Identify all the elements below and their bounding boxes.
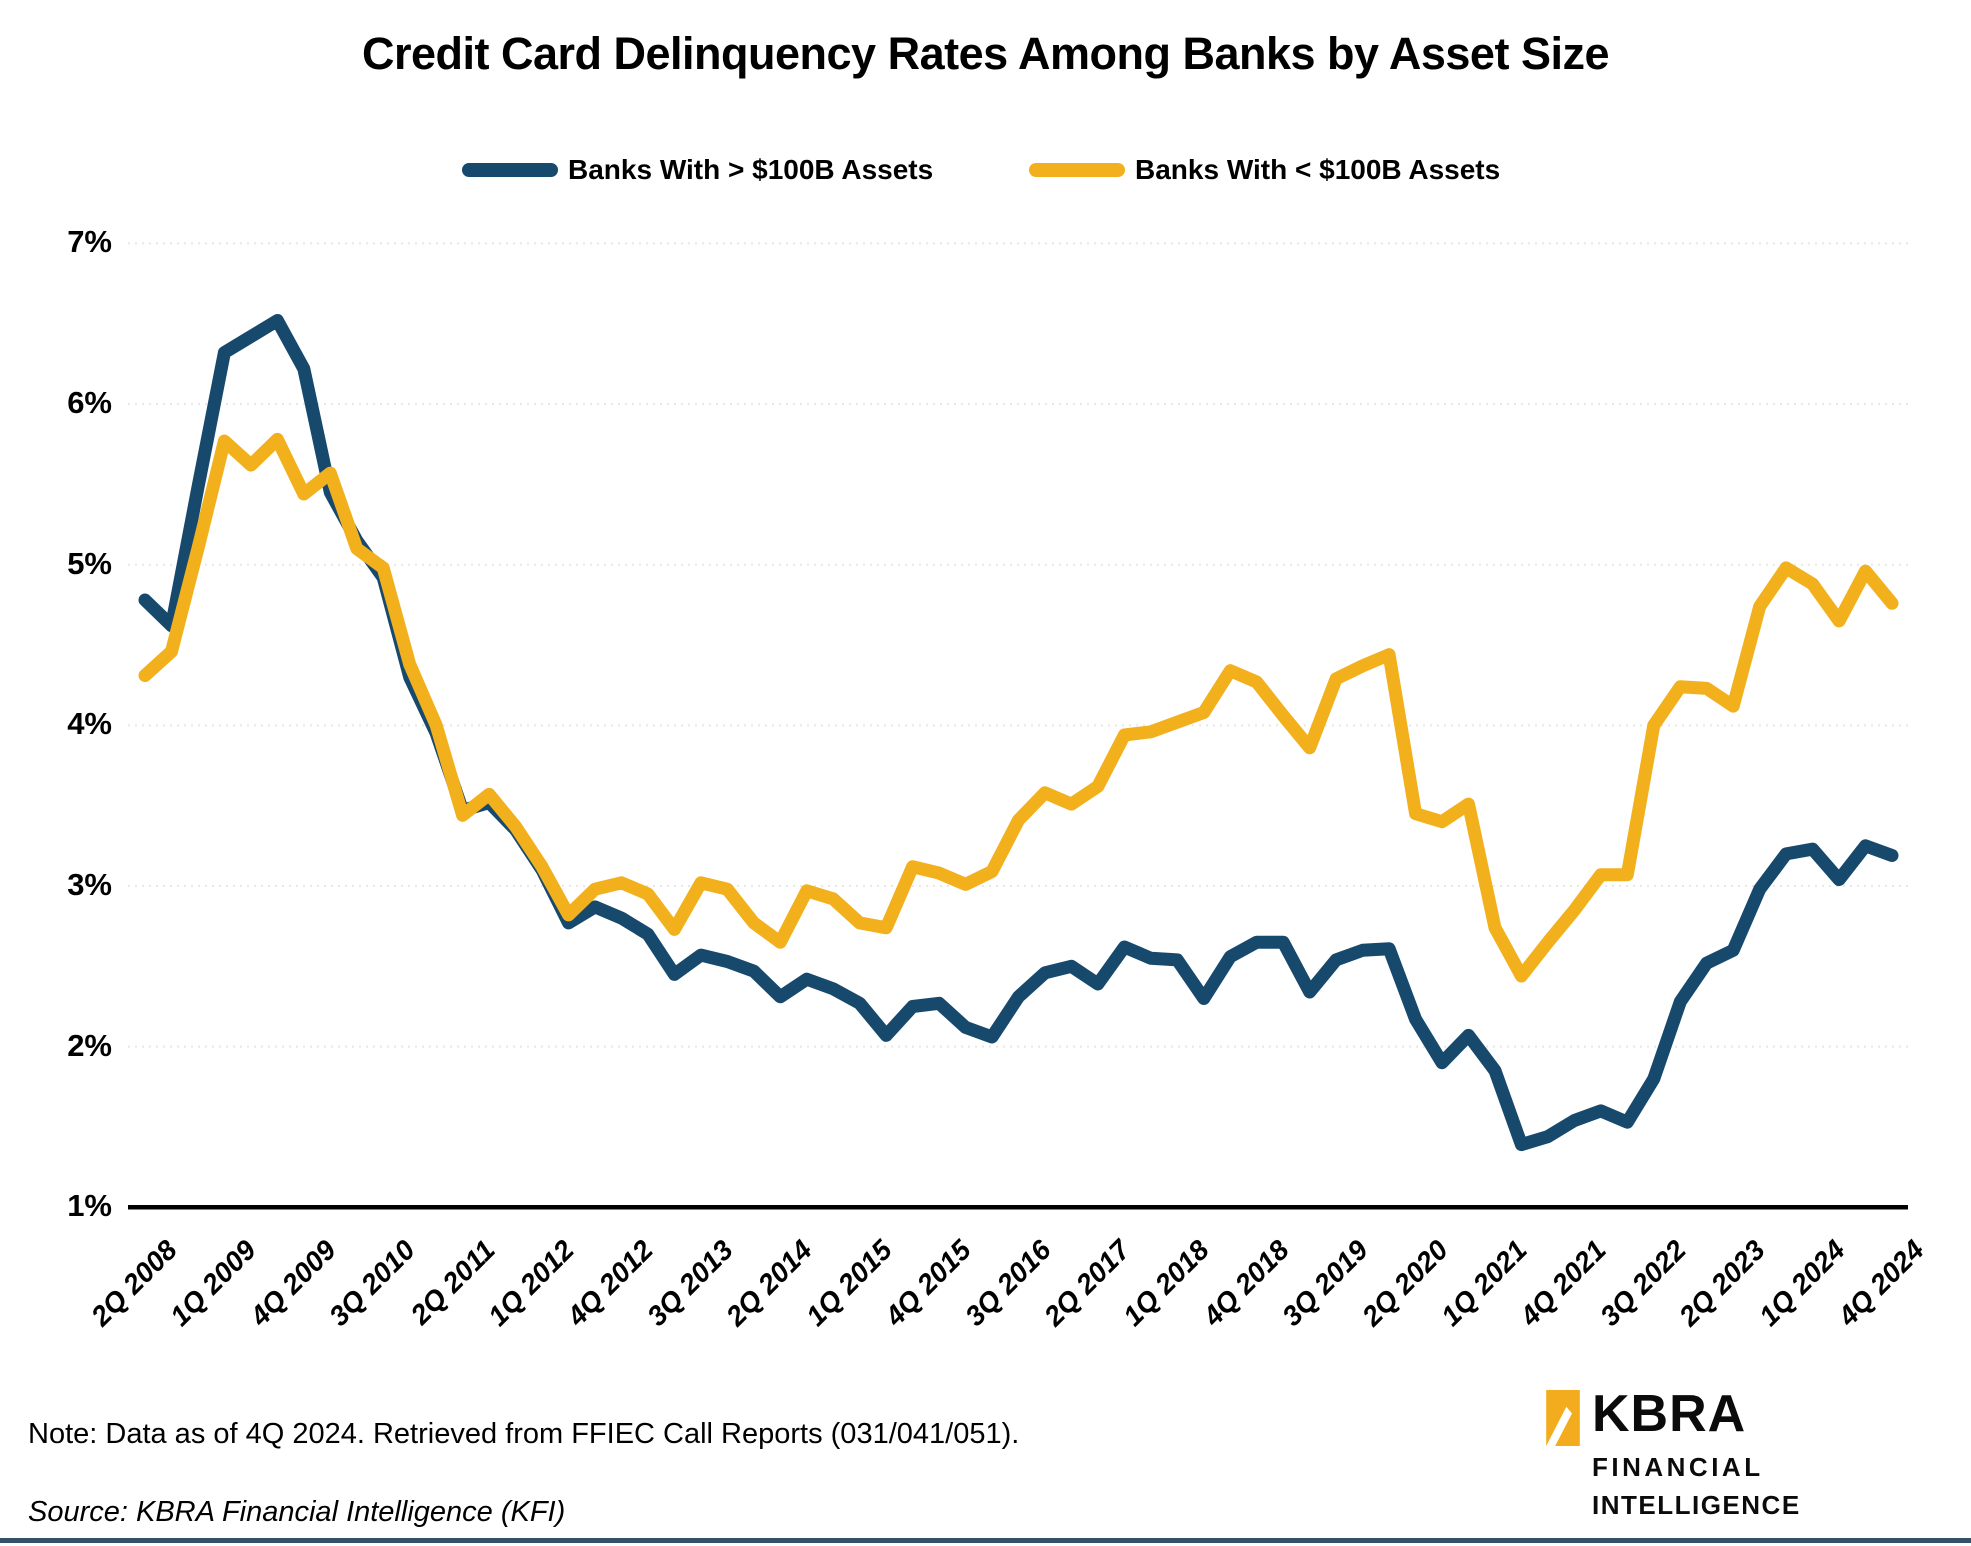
y-tick-label-4pct: 4% — [67, 706, 112, 742]
logo-text-kbra: KBRA — [1592, 1385, 1747, 1443]
y-tick-label-1pct: 1% — [67, 1188, 112, 1224]
logo-text-financial: FINANCIAL — [1592, 1452, 1764, 1482]
y-tick-label-5pct: 5% — [67, 545, 112, 581]
legend-swatch-small-banks — [1029, 163, 1125, 177]
note-text: Note: Data as of 4Q 2024. Retrieved from… — [28, 1418, 1020, 1450]
logo-text-intelligence: INTELLIGENCE — [1592, 1490, 1801, 1520]
y-tick-label-7pct: 7% — [67, 224, 112, 260]
source-text: Source: KBRA Financial Intelligence (KFI… — [28, 1496, 566, 1528]
page-title: Credit Card Delinquency Rates Among Bank… — [361, 28, 1610, 79]
y-tick-label-2pct: 2% — [67, 1027, 112, 1063]
bottom-border-bar — [0, 1538, 1971, 1543]
y-tick-label-6pct: 6% — [67, 385, 112, 421]
legend-item-large-banks: Banks With > $100B Assets — [462, 150, 933, 190]
kbra-logo: KBRA FINANCIAL INTELLIGENCE — [1546, 1385, 1799, 1520]
kbra-logo-icon — [1546, 1390, 1580, 1446]
series-line-large-banks — [138, 314, 1899, 1152]
legend-label-large-banks: Banks With > $100B Assets — [568, 154, 934, 185]
legend-item-small-banks: Banks With < $100B Assets — [1029, 150, 1500, 190]
legend-label-small-banks: Banks With < $100B Assets — [1135, 154, 1501, 185]
y-tick-label-3pct: 3% — [67, 867, 112, 902]
series-line-small-banks — [138, 432, 1899, 983]
legend-swatch-large-banks — [462, 163, 558, 177]
